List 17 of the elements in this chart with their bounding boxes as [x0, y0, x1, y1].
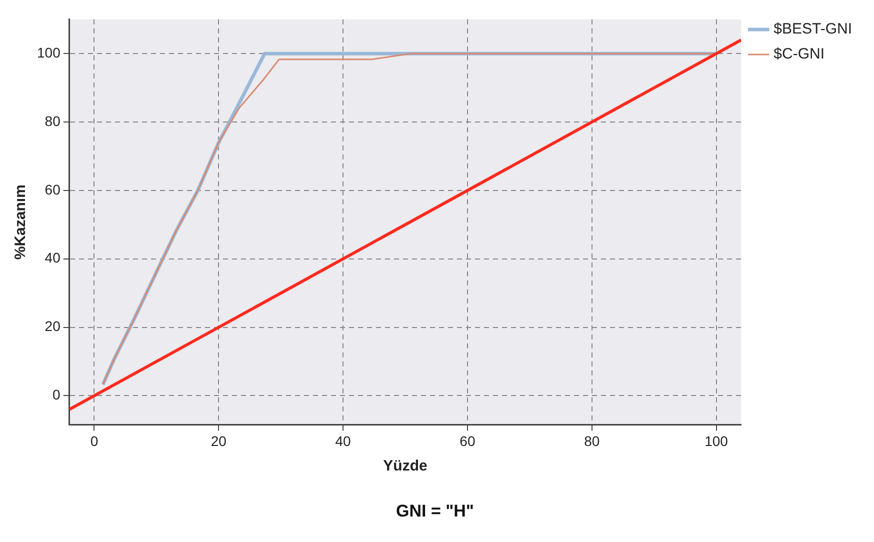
- x-tick-label: 40: [335, 433, 352, 450]
- legend-label: $BEST-GNI: [774, 20, 852, 38]
- y-tick-label: 20: [44, 318, 61, 334]
- x-tick-label: 0: [90, 433, 98, 450]
- y-tick-label: 0: [52, 386, 61, 403]
- x-tick-label: 80: [584, 433, 600, 450]
- x-tick-label: 100: [704, 433, 728, 450]
- y-tick-label: 40: [44, 250, 61, 266]
- y-axis-title: %Kazanım: [12, 184, 30, 260]
- legend-label: $C-GNI: [774, 46, 824, 63]
- x-tick-label: 20: [210, 433, 227, 450]
- y-tick-label: 100: [37, 44, 61, 60]
- text: GNI = "H": [396, 501, 474, 520]
- x-tick-label: 60: [460, 433, 476, 450]
- y-tick-label: 80: [44, 112, 61, 129]
- x-axis-title: Yüzde: [383, 458, 428, 475]
- y-tick-label: 60: [44, 181, 61, 198]
